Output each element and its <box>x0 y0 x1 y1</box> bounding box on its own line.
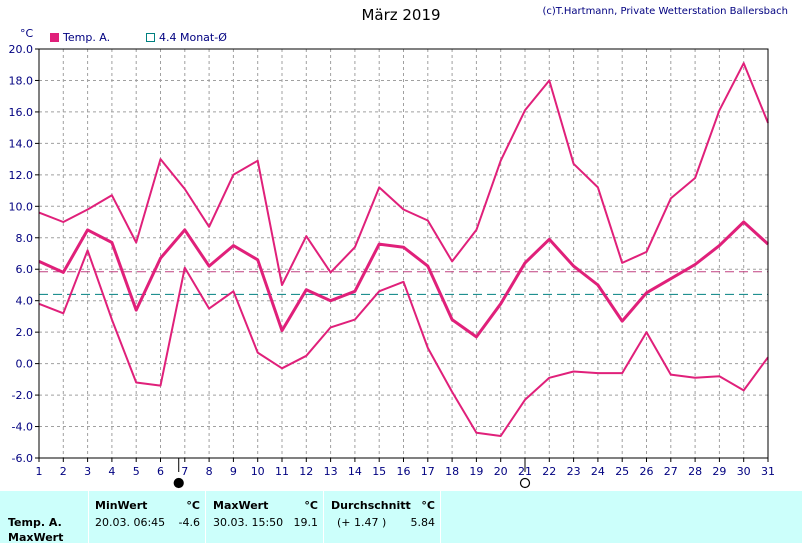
x-tick-label: 8 <box>206 465 213 478</box>
max-unit: °C <box>304 499 318 512</box>
x-tick-label: 23 <box>567 465 581 478</box>
x-tick-label: 5 <box>133 465 140 478</box>
y-tick-label: 6.0 <box>16 263 34 276</box>
avg-delta: (+ 1.47 ) <box>337 516 387 529</box>
x-tick-label: 18 <box>445 465 459 478</box>
x-tick-label: 25 <box>615 465 629 478</box>
x-tick-label: 26 <box>640 465 654 478</box>
max-date: 30.03. 15:50 <box>213 516 284 529</box>
max-value: 19.1 <box>293 516 319 529</box>
x-tick-label: 7 <box>181 465 188 478</box>
y-tick-label: 0.0 <box>16 358 34 371</box>
stats-panel: Temp. A. MaxWert MinWert °C 20.03. 06:45… <box>0 491 802 544</box>
full-moon-icon <box>519 477 531 489</box>
stats-max-cell: MaxWert °C 30.03. 15:50 19.1 <box>205 491 324 543</box>
credit-text: (c)T.Hartmann, Private Wetterstation Bal… <box>542 6 788 17</box>
x-tick-label: 30 <box>737 465 751 478</box>
new-moon-icon <box>173 477 184 489</box>
y-tick-label: -4.0 <box>12 421 33 434</box>
x-tick-label: 24 <box>591 465 605 478</box>
x-tick-label: 6 <box>157 465 164 478</box>
x-tick-label: 2 <box>60 465 67 478</box>
x-tick-label: 13 <box>324 465 338 478</box>
series-line-min <box>38 249 769 437</box>
x-tick-label: 4 <box>108 465 115 478</box>
x-tick-label: 29 <box>712 465 726 478</box>
stats-empty-cell <box>440 491 802 543</box>
x-tick-label: 28 <box>688 465 702 478</box>
y-axis-unit: °C <box>20 27 34 40</box>
y-tick-label: 12.0 <box>9 169 34 182</box>
series-line-max <box>38 62 769 286</box>
x-tick-label: 16 <box>397 465 411 478</box>
y-tick-label: 4.0 <box>16 295 34 308</box>
legend-label-temp: Temp. A. <box>63 31 111 44</box>
chart-title: März 2019 <box>361 6 441 24</box>
stats-avg-cell: Durchschnitt °C (+ 1.47 ) 5.84 <box>323 491 441 543</box>
stats-min-cell: MinWert °C 20.03. 06:45 -4.6 <box>88 491 206 543</box>
x-tick-label: 10 <box>251 465 265 478</box>
x-tick-label: 19 <box>469 465 483 478</box>
y-tick-label: -2.0 <box>12 389 33 402</box>
x-tick-label: 31 <box>761 465 775 478</box>
y-tick-label: -6.0 <box>12 452 33 465</box>
avg-value: 5.84 <box>410 516 436 529</box>
legend-swatch-temp <box>50 33 59 42</box>
legend-item-temp: Temp. A. <box>50 31 110 44</box>
y-tick-label: 14.0 <box>9 137 34 150</box>
y-tick-label: 8.0 <box>16 232 34 245</box>
min-date: 20.03. 06:45 <box>95 516 166 529</box>
x-tick-label: 1 <box>36 465 43 478</box>
x-tick-label: 9 <box>230 465 237 478</box>
stats-row-label: Temp. A. <box>8 516 62 529</box>
y-tick-label: 10.0 <box>9 200 34 213</box>
temperature-chart: 20.0 18.0 16.0 14.0 12.0 10.0 8.0 6.0 4.0 2.0 0.0 -… <box>9 43 775 489</box>
min-header: MinWert <box>95 499 148 512</box>
plot-frame <box>38 48 769 459</box>
min-value: -4.6 <box>178 516 200 529</box>
legend-swatch-monthly-avg <box>146 33 155 42</box>
y-tick-label: 20.0 <box>9 43 34 56</box>
y-tick-label: 2.0 <box>16 326 34 339</box>
max-header: MaxWert <box>213 499 269 512</box>
x-tick-label: 20 <box>494 465 508 478</box>
avg-header: Durchschnitt <box>331 499 411 512</box>
legend-item-monthly-avg: 4.4 Monat-Ø <box>146 31 227 44</box>
legend-label-monthly-avg: 4.4 Monat-Ø <box>159 31 227 44</box>
y-tick-label: 18.0 <box>9 74 34 87</box>
series-line-mean <box>38 220 770 339</box>
x-tick-label: 27 <box>664 465 678 478</box>
x-tick-label: 12 <box>299 465 313 478</box>
x-tick-label: 11 <box>275 465 289 478</box>
x-tick-label: 15 <box>372 465 386 478</box>
y-tick-label: 16.0 <box>9 106 34 119</box>
x-tick-label: 22 <box>542 465 556 478</box>
min-unit: °C <box>186 499 200 512</box>
x-tick-label: 17 <box>421 465 435 478</box>
x-tick-label: 14 <box>348 465 362 478</box>
stats-row-label-2: MaxWert <box>8 531 64 544</box>
x-tick-label: 3 <box>84 465 91 478</box>
avg-unit: °C <box>421 499 435 512</box>
